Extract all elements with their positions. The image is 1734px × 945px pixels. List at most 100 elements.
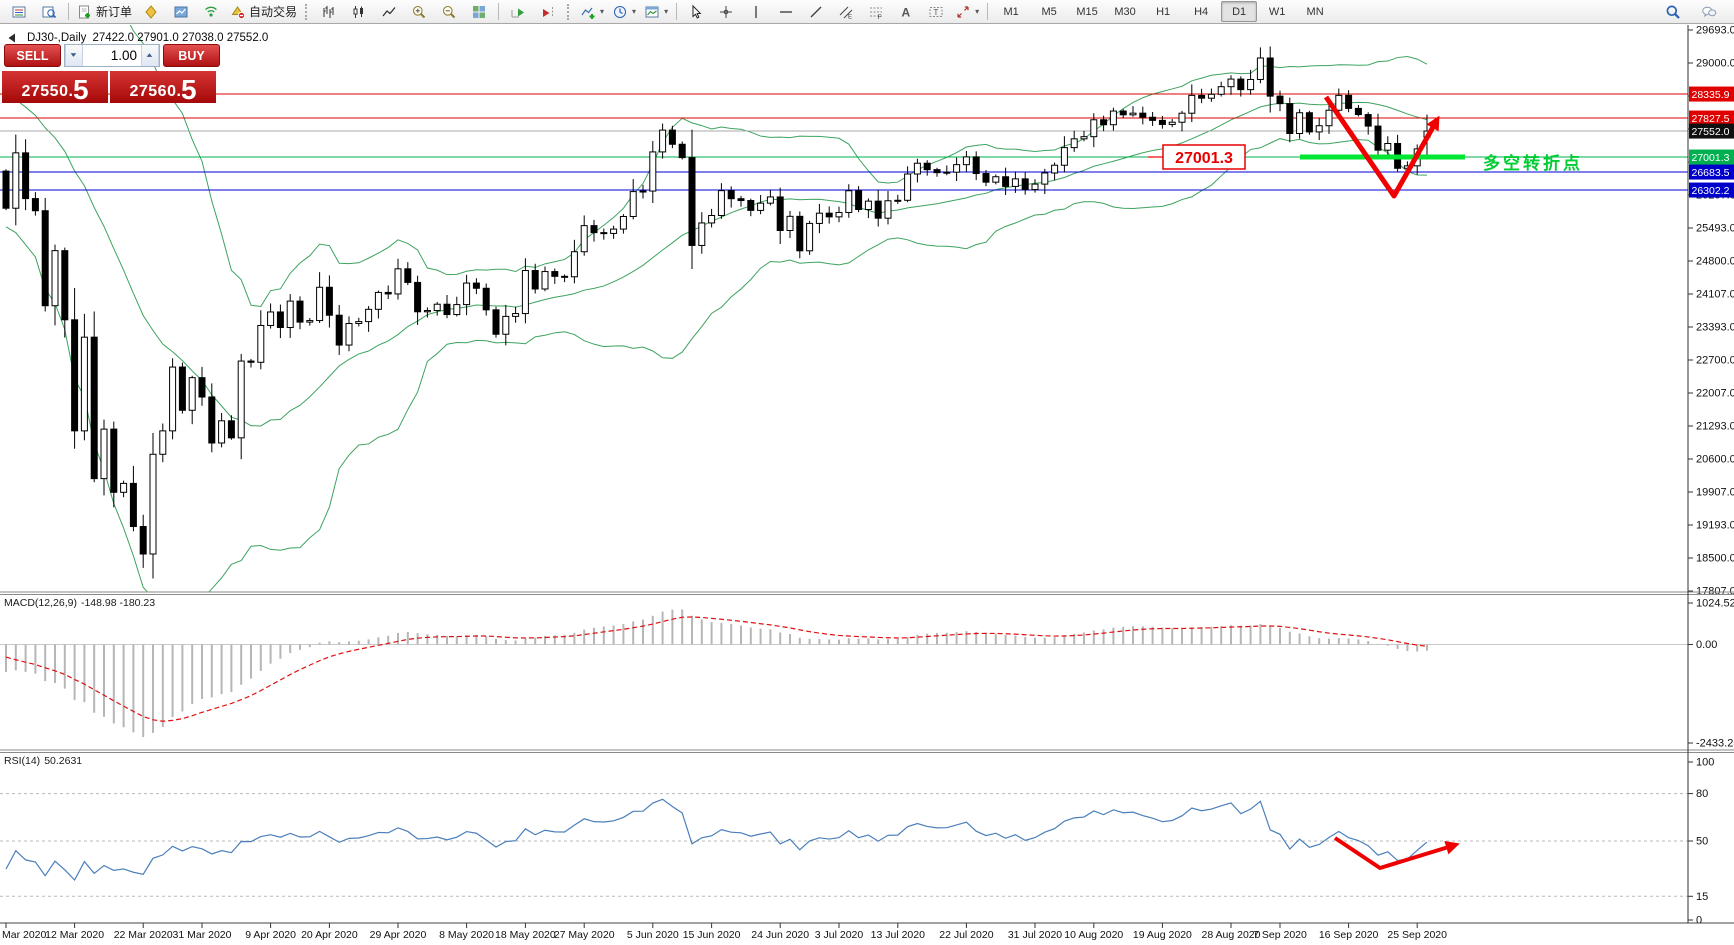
- candle-body: [1374, 125, 1382, 151]
- trendline-icon[interactable]: [802, 2, 830, 22]
- volume-input[interactable]: [83, 47, 141, 64]
- candle-body: [541, 271, 549, 290]
- svg-text:23393.0: 23393.0: [1696, 322, 1734, 334]
- svg-text:28335.9: 28335.9: [1692, 89, 1730, 101]
- candle-body: [1158, 119, 1166, 125]
- chart-shift-icon[interactable]: [534, 2, 562, 22]
- sell-button[interactable]: SELL: [4, 44, 61, 67]
- bar-chart-icon[interactable]: [315, 2, 343, 22]
- timeframe-M5-button[interactable]: M5: [1041, 5, 1057, 18]
- chevron-down-icon[interactable]: ▾: [975, 7, 980, 16]
- rsi-arrow[interactable]: [1333, 836, 1460, 870]
- styles-icon[interactable]: [137, 2, 165, 22]
- volume-decrease-button[interactable]: [65, 45, 83, 66]
- collapse-arrow-icon[interactable]: [5, 30, 21, 46]
- zoom-in-icon[interactable]: [405, 2, 433, 22]
- volume-increase-button[interactable]: [141, 45, 159, 66]
- candle-body: [227, 420, 235, 439]
- timeframe-MN-button[interactable]: MN: [1306, 5, 1324, 18]
- candle-body: [1364, 114, 1372, 127]
- candle-body: [306, 320, 314, 323]
- templates-icon[interactable]: ▾: [641, 2, 671, 22]
- timeframe-H4-button[interactable]: H4: [1194, 5, 1209, 18]
- candle-body: [1031, 183, 1039, 191]
- text-icon[interactable]: A: [892, 2, 920, 22]
- crosshair-icon[interactable]: [712, 2, 740, 22]
- candle-body: [482, 287, 490, 311]
- candle-body: [1051, 164, 1059, 174]
- candle-body: [1256, 57, 1264, 80]
- cn-annotation-text[interactable]: 多空转折点: [1483, 153, 1583, 173]
- cursor-icon[interactable]: [682, 2, 710, 22]
- candlestick-chart-icon[interactable]: [345, 2, 373, 22]
- svg-text:10 Aug 2020: 10 Aug 2020: [1064, 929, 1123, 941]
- svg-text:29000.0: 29000.0: [1696, 58, 1734, 70]
- candle-body: [12, 152, 20, 209]
- candle-body: [629, 191, 637, 217]
- candle-body: [1217, 86, 1225, 95]
- timeframe-M30-button[interactable]: M30: [1114, 5, 1136, 18]
- candle-body: [982, 173, 990, 183]
- svg-text:1024.52: 1024.52: [1696, 598, 1734, 610]
- tile-windows-icon[interactable]: [465, 2, 493, 22]
- chevron-down-icon[interactable]: ▾: [600, 7, 605, 16]
- toolbar-separator: [567, 3, 572, 20]
- data-window-icon[interactable]: [35, 2, 63, 22]
- svg-text:22 Mar 2020: 22 Mar 2020: [114, 929, 173, 941]
- candle-body: [1002, 176, 1010, 187]
- auto-trading-button[interactable]: 自动交易: [227, 2, 300, 22]
- market-watch-icon[interactable]: [5, 2, 33, 22]
- chat-icon[interactable]: [1695, 2, 1723, 22]
- signals-icon[interactable]: [197, 2, 225, 22]
- buy-price[interactable]: 27560. 5: [110, 71, 216, 104]
- macd-pane[interactable]: [0, 609, 1688, 738]
- main-pane[interactable]: 27001.3: [0, 0, 1688, 608]
- new-order-button[interactable]: 新订单: [74, 2, 135, 22]
- auto-scroll-icon[interactable]: [504, 2, 532, 22]
- candle-body: [502, 315, 510, 335]
- price-annotation-box[interactable]: [1162, 144, 1246, 170]
- toolbar: 新订单 自动交易 ▾ ▾ ▾ E F A T ▾ M1 M5 M15 M30 H1 H4 D1 W1 MN: [0, 0, 1734, 24]
- svg-text:31 Jul 2020: 31 Jul 2020: [1008, 929, 1062, 941]
- svg-text:29 Apr 2020: 29 Apr 2020: [370, 929, 427, 941]
- candle-body: [2, 170, 10, 209]
- candle-body: [1207, 93, 1215, 99]
- timeframe-M15-button[interactable]: M15: [1076, 5, 1098, 18]
- timeframe-W1-button[interactable]: W1: [1268, 5, 1286, 18]
- candle-body: [463, 282, 471, 306]
- svg-text:T: T: [934, 8, 939, 17]
- timeframe-D1-button[interactable]: D1: [1221, 1, 1258, 22]
- price-v-arrow[interactable]: [1323, 95, 1440, 199]
- svg-text:E: E: [848, 14, 852, 20]
- svg-text:19907.0: 19907.0: [1696, 487, 1734, 499]
- text-label-icon[interactable]: T: [922, 2, 950, 22]
- publish-chart-icon[interactable]: [167, 2, 195, 22]
- candle-body: [492, 309, 500, 335]
- rsi-pane[interactable]: [0, 793, 1688, 897]
- search-icon[interactable]: [1659, 2, 1687, 22]
- chevron-down-icon[interactable]: ▾: [632, 7, 637, 16]
- candle-body: [815, 212, 823, 224]
- indicators-icon[interactable]: ▾: [577, 2, 607, 22]
- candle-body: [1060, 147, 1068, 166]
- candle-body: [41, 210, 49, 307]
- line-chart-icon[interactable]: [375, 2, 403, 22]
- svg-text:28 Aug 2020: 28 Aug 2020: [1202, 929, 1261, 941]
- zoom-out-icon[interactable]: [435, 2, 463, 22]
- periods-icon[interactable]: ▾: [609, 2, 639, 22]
- horizontal-line-icon[interactable]: [772, 2, 800, 22]
- buy-button[interactable]: BUY: [163, 44, 220, 67]
- channel-icon[interactable]: E: [832, 2, 860, 22]
- timeframe-H1-button[interactable]: H1: [1156, 5, 1171, 18]
- timeframe-M1-button[interactable]: M1: [1003, 5, 1019, 18]
- chevron-down-icon[interactable]: ▾: [664, 7, 669, 16]
- vertical-line-icon[interactable]: [742, 2, 770, 22]
- fibonacci-icon[interactable]: F: [862, 2, 890, 22]
- arrows-icon[interactable]: ▾: [952, 2, 982, 22]
- toolbar-separator: [305, 3, 310, 20]
- sell-price[interactable]: 27550. 5: [2, 71, 108, 104]
- price-tag-27827.5: 27827.5: [1689, 110, 1734, 126]
- svg-text:9 Apr 2020: 9 Apr 2020: [245, 929, 296, 941]
- svg-text:80: 80: [1696, 788, 1708, 800]
